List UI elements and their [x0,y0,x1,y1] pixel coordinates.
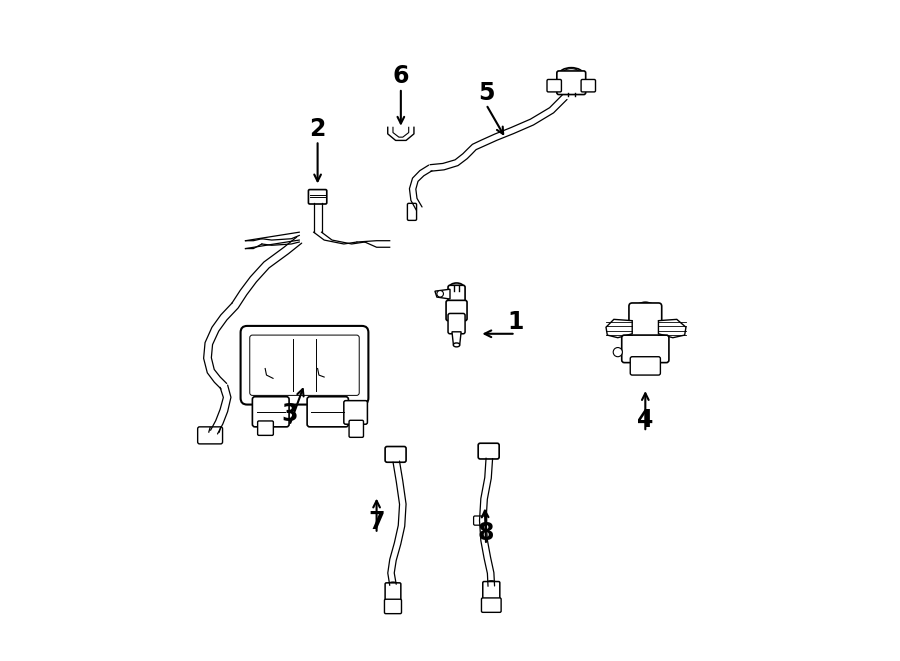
FancyBboxPatch shape [198,427,222,444]
Text: 1: 1 [508,310,524,334]
Polygon shape [452,332,461,344]
Ellipse shape [386,582,400,590]
FancyBboxPatch shape [630,357,661,375]
Ellipse shape [634,302,656,315]
Text: 6: 6 [392,64,410,88]
Text: 7: 7 [368,510,385,534]
Ellipse shape [449,283,464,292]
Ellipse shape [559,67,584,82]
Ellipse shape [563,69,580,77]
FancyBboxPatch shape [482,582,500,603]
Text: 8: 8 [478,521,494,545]
Ellipse shape [639,302,652,310]
FancyBboxPatch shape [478,444,500,459]
FancyBboxPatch shape [629,303,661,344]
FancyBboxPatch shape [385,447,406,462]
Text: 3: 3 [281,402,298,426]
FancyBboxPatch shape [384,600,401,613]
Text: 5: 5 [478,81,494,104]
FancyBboxPatch shape [557,71,586,95]
FancyBboxPatch shape [482,598,501,612]
Polygon shape [606,319,632,338]
Text: 4: 4 [637,408,653,432]
Ellipse shape [454,343,460,347]
FancyBboxPatch shape [257,421,274,436]
FancyBboxPatch shape [448,286,465,307]
Polygon shape [659,319,686,338]
FancyBboxPatch shape [473,516,487,525]
FancyBboxPatch shape [622,335,669,363]
FancyBboxPatch shape [448,313,465,334]
FancyBboxPatch shape [408,204,417,220]
Circle shape [436,291,444,297]
Circle shape [613,348,623,357]
Text: 2: 2 [310,116,326,141]
FancyBboxPatch shape [240,326,368,405]
FancyBboxPatch shape [252,397,289,427]
FancyBboxPatch shape [344,401,367,424]
Ellipse shape [485,581,498,589]
FancyBboxPatch shape [385,583,400,603]
FancyBboxPatch shape [446,300,467,321]
Polygon shape [435,290,450,299]
FancyBboxPatch shape [309,190,327,204]
FancyBboxPatch shape [547,79,562,92]
FancyBboxPatch shape [307,397,348,427]
FancyBboxPatch shape [250,335,359,395]
FancyBboxPatch shape [349,420,364,438]
FancyBboxPatch shape [581,79,596,92]
